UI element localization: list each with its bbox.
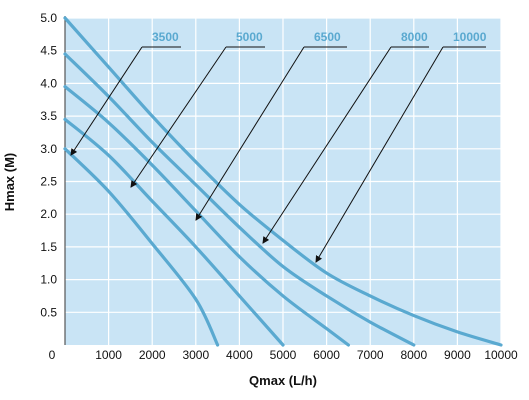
- x-tick-label: 1000: [95, 348, 122, 362]
- y-tick-label: 2.0: [40, 207, 57, 221]
- y-tick-label: 4.0: [40, 76, 57, 90]
- x-tick-label: 9000: [444, 348, 471, 362]
- y-tick-label: 4.5: [40, 44, 57, 58]
- series-line-5000: [63, 117, 285, 347]
- series-line-10000: [63, 16, 503, 347]
- series-lines: [63, 16, 503, 347]
- label-leaders: [70, 46, 486, 263]
- x-tick-label: 8000: [400, 348, 427, 362]
- origin-tick-label: 0: [49, 348, 56, 362]
- x-axis-title: Qmax (L/h): [249, 373, 317, 388]
- series-label-6500: 6500: [314, 30, 341, 44]
- series-labels: 3500 5000 6500 8000 10000: [152, 30, 487, 44]
- series-label-10000: 10000: [453, 30, 487, 44]
- series-label-8000: 8000: [401, 30, 428, 44]
- leader-arrow-6500: [195, 46, 305, 221]
- x-tick-label: 10000: [484, 348, 518, 362]
- x-tick-label: 4000: [226, 348, 253, 362]
- leader-arrow-3500: [70, 46, 143, 156]
- y-tick-label: 1.5: [40, 240, 57, 254]
- x-tick-label: 7000: [357, 348, 384, 362]
- y-tick-label: 5.0: [40, 11, 57, 25]
- y-tick-label: 3.5: [40, 109, 57, 123]
- y-tick-label: 0.5: [40, 305, 57, 319]
- x-tick-label: 3000: [182, 348, 209, 362]
- series-line-8000: [63, 52, 416, 347]
- y-tick-label: 3.0: [40, 142, 57, 156]
- y-tick-label: 1.0: [40, 273, 57, 287]
- y-axis-title: Hmax (M): [2, 153, 17, 212]
- leader-arrow-5000: [130, 46, 227, 188]
- series-label-5000: 5000: [236, 30, 263, 44]
- x-tick-label: 6000: [313, 348, 340, 362]
- y-tick-label: 2.5: [40, 175, 57, 189]
- x-tick-label: 5000: [270, 348, 297, 362]
- series-line-3500: [63, 147, 220, 347]
- leader-arrow-10000: [315, 46, 444, 263]
- x-tick-label: 2000: [139, 348, 166, 362]
- gridlines: [64, 16, 502, 345]
- x-axis-ticks: 1000 2000 3000 4000 5000 6000 7000 8000 9000 1000…: [95, 348, 518, 362]
- leader-arrow-8000: [262, 46, 392, 244]
- series-line-6500: [63, 85, 350, 347]
- series-label-3500: 3500: [152, 30, 179, 44]
- y-axis-ticks: 0.5 1.0 1.5 2.0 2.5 3.0 3.5 4.0 4.5 5.0 0: [40, 11, 57, 362]
